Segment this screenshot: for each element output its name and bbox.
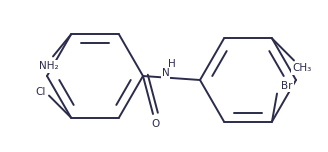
- Text: H: H: [168, 59, 175, 69]
- Text: N: N: [162, 68, 169, 78]
- Text: Br: Br: [281, 81, 293, 91]
- Text: CH₃: CH₃: [292, 63, 312, 73]
- Text: Cl: Cl: [36, 87, 46, 97]
- Text: O: O: [151, 119, 159, 129]
- Text: NH₂: NH₂: [39, 61, 59, 71]
